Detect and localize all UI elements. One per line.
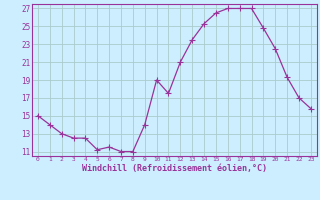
- X-axis label: Windchill (Refroidissement éolien,°C): Windchill (Refroidissement éolien,°C): [82, 164, 267, 173]
